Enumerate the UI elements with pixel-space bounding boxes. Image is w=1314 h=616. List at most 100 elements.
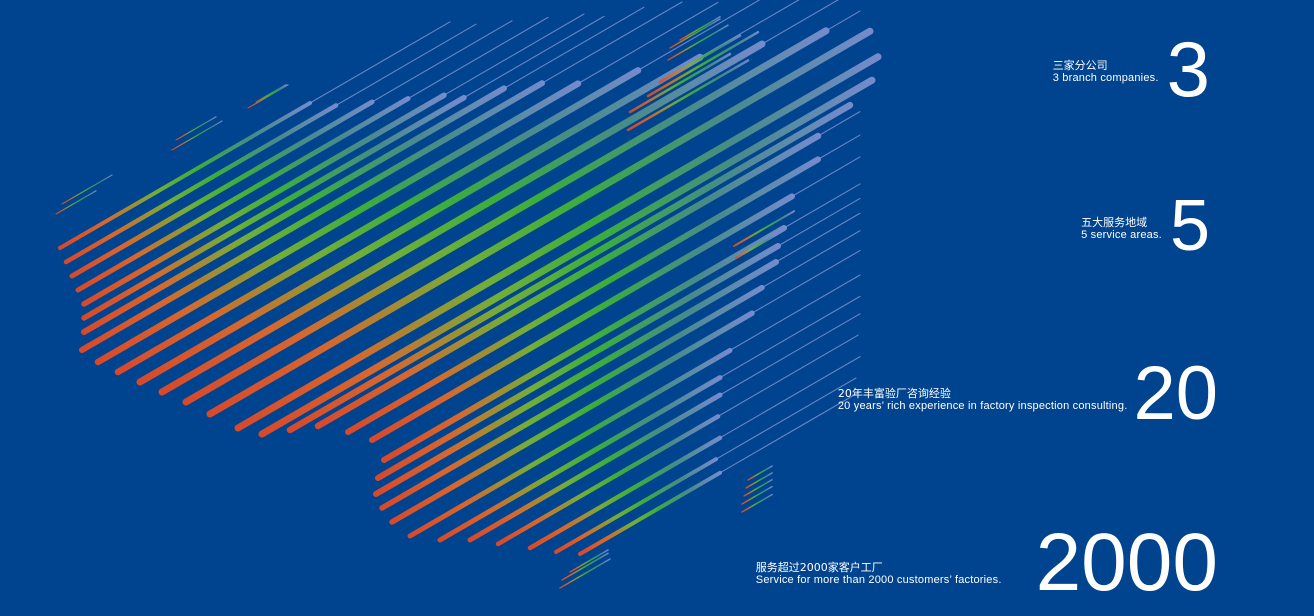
map-stripe [717, 334, 859, 417]
map-stripe [371, 20, 513, 103]
map-stripe [783, 183, 861, 229]
map-stripe [729, 274, 861, 351]
map-stripe [626, 59, 750, 132]
map-stripe [719, 295, 861, 379]
stat-branch-companies: 三家分公司 3 branch companies. 3 [1053, 30, 1210, 108]
map-stripe [569, 549, 609, 573]
map-stripe [94, 80, 582, 366]
map-stripe [136, 53, 704, 386]
map-stripe [577, 1, 719, 85]
stat-caption: 五大服务地域 5 service areas. [1081, 216, 1162, 242]
map-stripe [81, 92, 447, 307]
map-stripe [495, 414, 721, 547]
map-stripe [743, 479, 773, 497]
map-stripe [58, 101, 312, 250]
map-stripe [669, 18, 721, 49]
map-stripe [817, 134, 861, 160]
map-stripe [559, 558, 611, 589]
stat-caption-cn: 五大服务地域 [1081, 216, 1148, 229]
map-stripe [373, 259, 779, 497]
map-stripe [503, 6, 645, 89]
map-stripe [741, 493, 773, 513]
map-stripe [775, 212, 861, 263]
map-stripe [369, 193, 795, 443]
map-stripe [561, 552, 609, 581]
map-stripe [81, 94, 467, 321]
map-stripe [541, 1, 683, 84]
stat-customer-factories: 服务超过2000家客户工厂 Service for more than 2000… [756, 522, 1218, 604]
map-stripe [258, 76, 876, 438]
map-stripe [658, 34, 742, 84]
map-stripe [314, 132, 822, 430]
map-stripe [733, 210, 795, 247]
map-stripe [63, 103, 339, 265]
map-stripe [715, 377, 857, 460]
map-stripe [719, 391, 861, 474]
map-stripe [379, 284, 765, 511]
map-stripe [735, 233, 777, 259]
map-stripes [55, 0, 882, 589]
map-stripe [175, 116, 217, 141]
map-stripe [628, 52, 732, 114]
map-stripe [55, 190, 97, 215]
map-stripe [407, 347, 733, 539]
map-stripe [719, 356, 861, 439]
map-stripe [247, 84, 289, 109]
map-stripe [747, 465, 773, 481]
map-stripe [751, 250, 861, 314]
map-stripe [667, 24, 729, 61]
map-stripe [791, 156, 861, 197]
map-stripe [745, 472, 773, 489]
stat-caption-en: 5 service areas. [1081, 229, 1162, 241]
map-stripe [309, 21, 451, 104]
map-stripe [345, 156, 821, 435]
map-stripe [719, 313, 861, 396]
map-stripe [467, 392, 723, 543]
stat-caption-cn: 服务超过2000家客户工厂 [755, 561, 883, 574]
map-stripe [741, 485, 773, 505]
map-stripe [646, 30, 760, 98]
map-stripe [527, 435, 723, 551]
stat-caption-en: 20 years’ rich experience in factory ins… [837, 400, 1128, 412]
map-stripe [679, 16, 721, 41]
map-stripe [79, 80, 545, 353]
map-stripe [234, 53, 882, 432]
map-stripe [554, 457, 718, 554]
stat-caption-en: Service for more than 2000 customers’ fa… [755, 574, 1002, 586]
map-stripe [81, 85, 507, 335]
map-stripe [335, 23, 477, 106]
map-stripe [443, 13, 585, 96]
stat-years-experience: 20年丰富验厂咨询经验 20 years’ rich experience in… [838, 356, 1218, 432]
map-stripe [69, 99, 375, 279]
map-stripe [817, 111, 861, 137]
map-stripe [61, 174, 113, 205]
map-stripe [761, 230, 861, 289]
map-stripe [699, 0, 800, 58]
map-stripe [825, 10, 861, 32]
map-stripe [158, 40, 766, 396]
map-stripe [437, 375, 723, 543]
map-stripe [171, 120, 223, 151]
map-stripe [286, 101, 854, 434]
map-stripe [381, 225, 787, 463]
stat-caption-cn: 20年丰富验厂咨询经验 [837, 387, 951, 400]
map-stripe [578, 470, 722, 556]
map-stripe [182, 27, 830, 406]
map-stripe [75, 96, 411, 293]
stat-number: 3 [1166, 25, 1210, 113]
map-stripe [761, 0, 839, 45]
map-stripe [463, 15, 605, 99]
stat-caption-en: 3 branch companies. [1052, 72, 1159, 84]
stat-caption: 20年丰富验厂咨询经验 20 years’ rich experience in… [838, 387, 1128, 413]
map-stripe [114, 67, 642, 376]
stat-number: 20 [1133, 351, 1218, 436]
map-stripe [255, 83, 287, 103]
stat-number: 5 [1169, 186, 1210, 266]
map-stripe [637, 0, 761, 71]
map-stripe [389, 310, 755, 525]
stat-number: 2000 [1035, 517, 1218, 608]
stat-service-areas: 五大服务地域 5 service areas. 5 [1081, 190, 1210, 262]
stat-caption: 三家分公司 3 branch companies. [1053, 59, 1159, 85]
